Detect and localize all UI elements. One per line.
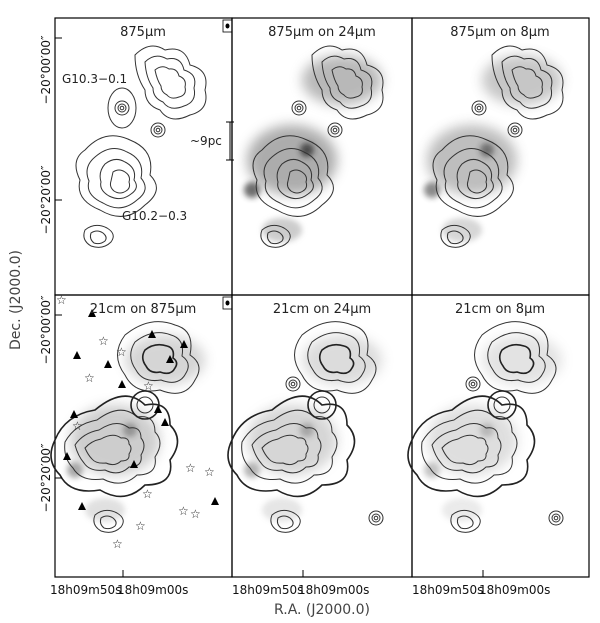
south-small-contours	[83, 224, 114, 248]
triangle-marker	[166, 355, 174, 363]
g10-3-label: G10.3−0.1	[62, 72, 127, 86]
triangle-marker	[180, 340, 188, 348]
triangle-marker	[73, 351, 81, 359]
panel-875um-on-8um: 875µm on 8µm	[424, 25, 564, 248]
compact-source	[368, 510, 384, 526]
beam-box	[222, 296, 233, 310]
star-marker: ☆	[84, 371, 95, 385]
star-marker: ☆	[56, 293, 67, 307]
y-tick-label: −20°20′00″	[39, 165, 53, 235]
panel-title: 21cm on 8µm	[455, 302, 545, 317]
beam-box	[222, 19, 233, 33]
panel-title: 21cm on 875µm	[90, 302, 197, 317]
compact-source	[327, 122, 343, 138]
panel-21cm-on-8um: 21cm on 8µm	[407, 302, 564, 533]
triangle-marker	[104, 360, 112, 368]
star-marker: ☆	[204, 465, 215, 479]
triangle-marker	[70, 410, 78, 418]
scale-bar-label: ~9pc	[190, 134, 222, 148]
g10-3-ellipse	[107, 87, 137, 129]
triangle-marker	[88, 309, 96, 317]
panel-21cm-on-875um: ☆ ☆ ☆ ☆ ☆ ☆ ☆ ☆ ☆ ☆ ☆ ☆ ☆ 21cm on 875µm	[50, 293, 233, 551]
star-marker: ☆	[178, 504, 189, 518]
panel-875um-on-24um: 875µm on 24µm	[244, 25, 384, 248]
x-tick-label: 18h09m50s	[412, 583, 483, 597]
x-axis: 18h09m50s 18h09m00s 18h09m50s 18h09m00s …	[50, 570, 550, 618]
panel-title: 21cm on 24µm	[273, 302, 371, 317]
panel-875um: 875µm G10.3−0.1 G10.2−0.3 ~9pc	[62, 19, 234, 248]
panel-frames	[54, 17, 590, 578]
south-clump-contours	[75, 135, 157, 217]
star-marker: ☆	[190, 507, 201, 521]
y-tick-label: −20°20′00″	[39, 443, 53, 513]
compact-source	[285, 376, 301, 392]
north-clump-contours	[134, 45, 207, 120]
star-marker: ☆	[185, 461, 196, 475]
compact-source	[150, 122, 166, 138]
triangle-marker	[148, 330, 156, 338]
star-marker: ☆	[72, 419, 83, 433]
x-tick-label: 18h09m50s	[232, 583, 303, 597]
x-tick-label: 18h09m00s	[479, 583, 550, 597]
compact-source	[507, 122, 523, 138]
star-marker: ☆	[143, 379, 154, 393]
triangle-marker	[78, 502, 86, 510]
triangle-marker	[211, 497, 219, 505]
compact-source	[291, 100, 307, 116]
triangle-markers	[63, 309, 219, 510]
triangle-marker	[154, 405, 162, 413]
star-marker: ☆	[112, 537, 123, 551]
star-markers: ☆ ☆ ☆ ☆ ☆ ☆ ☆ ☆ ☆ ☆ ☆ ☆ ☆	[56, 293, 215, 551]
panel-21cm-on-24um: 21cm on 24µm	[227, 302, 384, 533]
compact-source	[465, 376, 481, 392]
panel-title: 875µm on 8µm	[450, 25, 549, 40]
x-tick-label: 18h09m00s	[117, 583, 188, 597]
star-marker: ☆	[135, 519, 146, 533]
star-marker: ☆	[116, 345, 127, 359]
x-axis-label: R.A. (J2000.0)	[274, 602, 370, 618]
triangle-marker	[63, 452, 71, 460]
triangle-marker	[118, 380, 126, 388]
compact-source	[114, 100, 130, 116]
g10-2-label: G10.2−0.3	[122, 209, 187, 223]
y-axis-label: Dec. (J2000.0)	[8, 250, 24, 350]
y-tick-label: −20°00′00″	[39, 35, 53, 105]
star-marker: ☆	[142, 487, 153, 501]
triangle-marker	[130, 460, 138, 468]
star-marker: ☆	[98, 334, 109, 348]
x-tick-label: 18h09m00s	[298, 583, 369, 597]
compact-source	[548, 510, 564, 526]
y-tick-label: −20°00′00″	[39, 295, 53, 365]
panel-title: 875µm on 24µm	[268, 25, 376, 40]
panel-title: 875µm	[120, 25, 166, 40]
compact-source	[471, 100, 487, 116]
x-tick-label: 18h09m50s	[50, 583, 121, 597]
triangle-marker	[161, 418, 169, 426]
y-axis: −20°00′00″ −20°20′00″ −20°00′00″ −20°20′…	[8, 35, 62, 513]
